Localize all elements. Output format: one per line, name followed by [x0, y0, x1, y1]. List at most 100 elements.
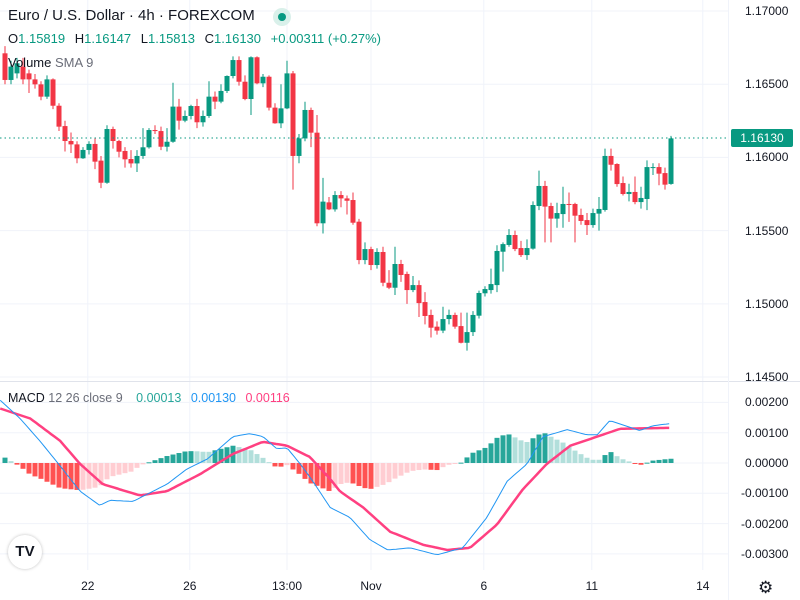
- time-tick-label: 14: [696, 579, 710, 593]
- candle-body: [74, 144, 80, 159]
- macd-line: [0, 399, 670, 556]
- histogram-bar: [440, 463, 446, 468]
- histogram-bar: [566, 446, 572, 463]
- macd-hist-value: 0.00013: [136, 391, 182, 405]
- candle: [602, 148, 608, 212]
- candle: [218, 84, 224, 104]
- candle-body: [410, 285, 416, 291]
- time-tick-label: 13:00: [271, 579, 303, 593]
- histogram-bar: [290, 463, 296, 470]
- histogram-bar: [644, 462, 650, 464]
- candle: [182, 110, 188, 123]
- price-tick-label: 1.16000: [745, 150, 789, 165]
- candle-body: [140, 147, 146, 156]
- candle-body: [182, 115, 188, 121]
- candle: [194, 98, 200, 129]
- histogram-bar: [170, 454, 176, 463]
- candle: [596, 196, 602, 231]
- histogram-bar: [554, 439, 560, 463]
- candle-body: [188, 106, 194, 116]
- macd-legend[interactable]: MACD 12 26 close 9 0.00013 0.00130 0.001…: [8, 391, 290, 405]
- histogram-bar: [416, 463, 422, 471]
- candle: [320, 177, 326, 234]
- candle: [590, 208, 596, 228]
- candle-body: [608, 155, 614, 165]
- histogram-bar: [308, 463, 314, 484]
- candle: [482, 286, 488, 297]
- candle: [386, 270, 392, 290]
- candle-body: [506, 235, 512, 245]
- candle: [242, 75, 248, 101]
- candle-body: [278, 108, 284, 124]
- histogram-bar: [116, 463, 122, 475]
- volume-legend[interactable]: Volume SMA 9: [8, 55, 93, 70]
- histogram-bar: [482, 447, 488, 463]
- candle-body: [344, 198, 350, 201]
- candle: [656, 163, 662, 186]
- macd-histogram: [2, 433, 674, 491]
- candle: [644, 160, 650, 211]
- candle: [572, 202, 578, 243]
- histogram-bar: [236, 447, 242, 463]
- candle: [74, 141, 80, 164]
- histogram-bar: [434, 463, 440, 471]
- histogram-bar: [212, 450, 218, 463]
- histogram-bar: [266, 462, 272, 464]
- histogram-bar: [458, 462, 464, 464]
- candle-body: [554, 213, 560, 219]
- candle-body: [38, 84, 44, 97]
- gear-icon[interactable]: ⚙: [758, 578, 774, 597]
- histogram-bar: [26, 463, 32, 474]
- candle: [8, 60, 14, 85]
- candle: [392, 246, 398, 296]
- candle-body: [272, 107, 278, 124]
- histogram-bar: [338, 463, 344, 484]
- histogram-bar: [452, 463, 458, 464]
- candle-body: [656, 167, 662, 174]
- candle-body: [362, 249, 368, 261]
- candle: [188, 104, 194, 120]
- histogram-bar: [188, 451, 194, 463]
- candle-body: [122, 150, 128, 160]
- candle: [458, 312, 464, 344]
- time-tick-label: 11: [585, 579, 599, 593]
- candle-body: [614, 164, 620, 185]
- histogram-bar: [176, 453, 182, 463]
- candle-body: [458, 326, 464, 343]
- candle: [38, 81, 44, 101]
- histogram-bar: [524, 442, 530, 463]
- candle-body: [146, 130, 152, 148]
- histogram-bar: [80, 463, 86, 490]
- histogram-bar: [506, 434, 512, 463]
- histogram-bar: [530, 438, 536, 463]
- histogram-bar: [194, 451, 200, 463]
- histogram-bar: [542, 433, 548, 463]
- candle-body: [332, 195, 338, 210]
- candle-body: [566, 203, 572, 205]
- candle-body: [416, 285, 422, 304]
- histogram-bar: [68, 463, 74, 490]
- candle-body: [452, 314, 458, 327]
- histogram-bar: [578, 454, 584, 463]
- tradingview-logo[interactable]: TV: [8, 535, 42, 569]
- candle: [80, 147, 86, 159]
- candle: [578, 208, 584, 225]
- candle: [86, 141, 92, 155]
- symbol-title[interactable]: Euro / U.S. Dollar · 4h · FOREXCOM: [8, 7, 255, 24]
- candle: [404, 271, 410, 304]
- candle-body: [446, 314, 452, 320]
- candle: [122, 147, 128, 168]
- histogram-bar: [344, 463, 350, 483]
- candle-body: [632, 191, 638, 203]
- candle-body: [560, 203, 566, 215]
- candle: [512, 230, 518, 252]
- candle: [356, 218, 362, 265]
- candle-body: [434, 326, 440, 331]
- histogram-bar: [422, 463, 428, 470]
- candle: [434, 321, 440, 335]
- open-value: 1.15819: [18, 31, 66, 46]
- histogram-bar: [608, 452, 614, 463]
- candle-body: [644, 167, 650, 199]
- market-open-status-icon[interactable]: [273, 8, 291, 26]
